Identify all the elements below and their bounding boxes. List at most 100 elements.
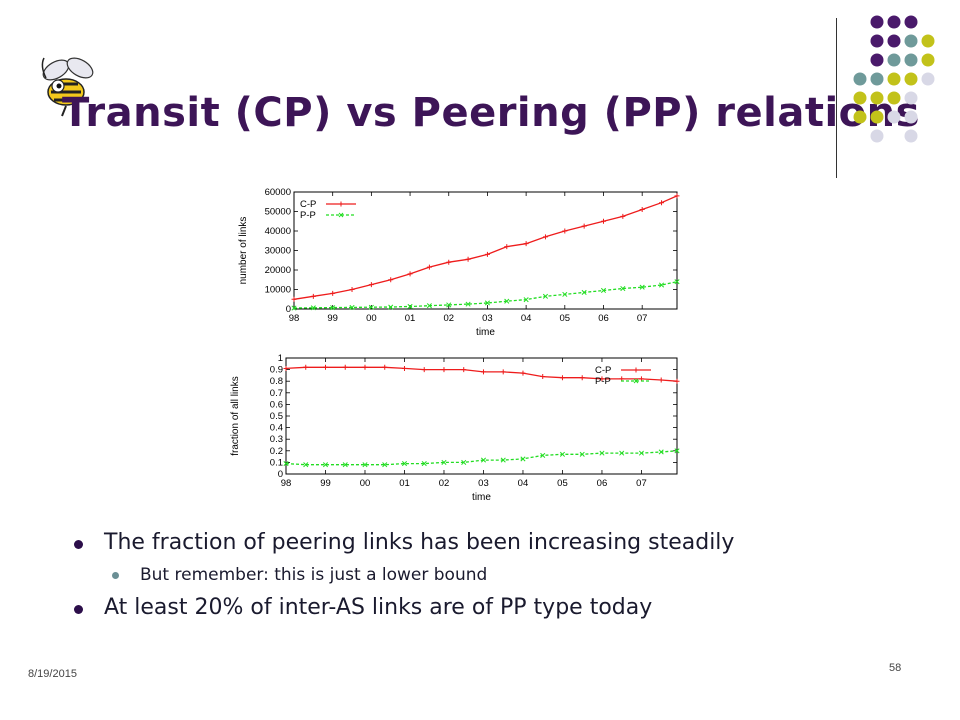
- decor-dot: [904, 53, 918, 67]
- decor-dot: [870, 72, 884, 86]
- data-point: [484, 251, 490, 257]
- legend-marker: [338, 201, 344, 207]
- data-point: [540, 374, 546, 380]
- x-tick-label: 98: [281, 478, 292, 489]
- data-point: [342, 364, 348, 370]
- x-tick-label: 06: [598, 313, 609, 324]
- x-tick-label: 98: [289, 313, 300, 324]
- x-tick-label: 99: [320, 478, 331, 489]
- plot-frame: [293, 191, 678, 310]
- bullet-icon: [74, 605, 83, 614]
- data-point: [579, 375, 585, 381]
- decor-dot: [921, 53, 935, 67]
- x-tick-label: 04: [518, 478, 529, 489]
- x-tick-label: 03: [478, 478, 489, 489]
- data-point: [480, 457, 487, 463]
- x-tick-label: 07: [637, 313, 648, 324]
- x-tick-label: 06: [597, 478, 608, 489]
- data-point: [421, 461, 427, 467]
- legend-marker: [338, 212, 344, 218]
- footer-date: 8/19/2015: [28, 668, 77, 680]
- data-point: [599, 376, 605, 382]
- y-tick-label: 10000: [265, 285, 291, 296]
- data-point: [401, 365, 407, 371]
- x-tick-label: 03: [482, 313, 493, 324]
- series-line-p-p: [293, 281, 678, 309]
- decor-dot: [870, 53, 884, 67]
- data-point: [407, 303, 413, 310]
- data-point: [303, 462, 309, 468]
- series-line-c-p: [293, 195, 678, 300]
- plot-frame: [285, 357, 678, 475]
- y-tick-label: 0.5: [270, 411, 283, 422]
- data-point: [639, 207, 645, 213]
- decor-dot: [870, 129, 884, 143]
- y-tick-label: 0.9: [270, 365, 283, 376]
- decor-dot: [870, 110, 884, 124]
- data-point: [291, 296, 297, 302]
- y-tick-label: 0.1: [270, 457, 283, 468]
- data-point: [407, 271, 413, 277]
- data-point: [461, 367, 467, 373]
- chart-number-of-links: 0 10000 20000 30000 40000 50000 60000 98 99 00 01 0…: [238, 187, 680, 338]
- data-point: [639, 284, 645, 290]
- y-tick-label: 0.2: [270, 446, 283, 457]
- decor-dot-grid: [853, 15, 935, 143]
- data-point: [349, 287, 355, 292]
- data-point: [388, 304, 394, 310]
- decor-dot: [904, 110, 918, 124]
- data-point: [559, 451, 566, 457]
- x-tick-label: 05: [557, 478, 568, 489]
- x-tick-label: 01: [405, 313, 416, 324]
- data-point: [523, 297, 529, 303]
- data-point: [658, 377, 664, 383]
- data-point: [441, 367, 447, 373]
- data-point: [504, 298, 510, 304]
- decor-dot: [887, 53, 901, 67]
- y-tick-label: 40000: [265, 226, 291, 237]
- data-point: [330, 305, 336, 311]
- data-point: [504, 244, 510, 250]
- data-point: [310, 293, 316, 299]
- data-point: [620, 285, 626, 292]
- y-tick-label: 0.8: [270, 376, 283, 387]
- data-point: [349, 304, 355, 310]
- decor-divider-line: [836, 18, 837, 178]
- data-point: [330, 290, 336, 296]
- yellow-jacket-bee-icon: [41, 57, 94, 117]
- data-point: [600, 287, 607, 294]
- decor-dot: [904, 34, 918, 48]
- x-tick-label: 02: [439, 478, 450, 489]
- sub-bullet-icon: [112, 572, 119, 579]
- y-axis-label: fraction of all links: [230, 376, 241, 455]
- series-line-c-p: [285, 366, 678, 382]
- decor-dot: [904, 72, 918, 86]
- y-tick-label: 0.7: [270, 388, 283, 399]
- legend-label: C-P: [595, 365, 611, 376]
- legend-label: P-P: [595, 376, 611, 387]
- decor-dot: [870, 34, 884, 48]
- data-point: [446, 259, 452, 265]
- data-point: [382, 364, 388, 370]
- decor-dot: [853, 72, 867, 86]
- data-point: [619, 450, 625, 456]
- data-point: [441, 459, 447, 465]
- data-point: [520, 370, 526, 376]
- data-point: [362, 364, 368, 370]
- y-tick-label: 60000: [265, 187, 291, 198]
- data-point: [401, 461, 408, 467]
- data-point: [421, 367, 427, 373]
- decor-dot: [887, 15, 901, 29]
- data-point: [368, 282, 374, 288]
- data-point: [581, 289, 587, 295]
- data-point: [322, 462, 329, 468]
- decor-dot: [921, 34, 935, 48]
- x-axis-label: time: [472, 492, 491, 503]
- data-point: [461, 459, 467, 465]
- x-tick-label: 07: [636, 478, 647, 489]
- data-point: [658, 449, 664, 455]
- x-axis-label: time: [476, 327, 495, 338]
- bullet-item: The fraction of peering links has been i…: [72, 530, 932, 555]
- data-point: [283, 461, 289, 467]
